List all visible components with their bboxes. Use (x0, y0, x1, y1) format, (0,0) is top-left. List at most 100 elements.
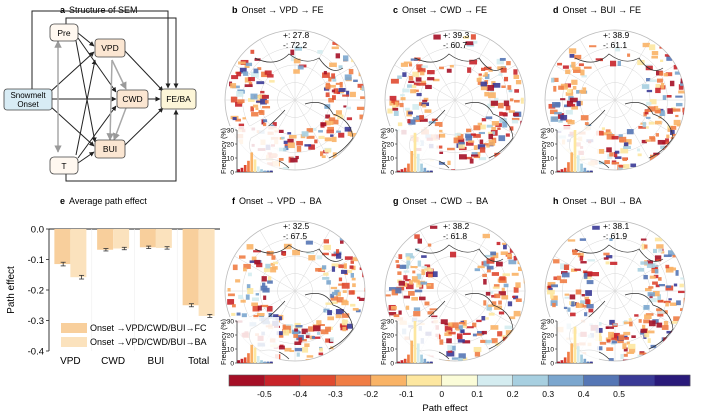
map-cell (660, 59, 664, 63)
map-panel-b: b Onset → VPD → FE +: 27.8-: 72.2 0 10 20 30Fr… (221, 5, 366, 178)
map-cell (583, 66, 592, 69)
map-cell (581, 74, 587, 78)
map-cell (661, 325, 669, 330)
map-cell (466, 128, 472, 133)
map-cell (357, 296, 361, 299)
map-cell (439, 339, 444, 345)
map-cell (477, 144, 486, 150)
map-cell (276, 331, 284, 336)
map-cell (246, 284, 251, 290)
legend-label-ba: Onset →VPD/CWD/BUI→BA (90, 337, 207, 347)
map-cell (657, 294, 661, 301)
map-cell (495, 261, 503, 267)
map-cell (623, 353, 628, 357)
map-cell (637, 59, 645, 66)
map-cell (330, 337, 334, 342)
map-cell (623, 331, 631, 336)
map-positive-share: +: 38.9 (603, 30, 630, 40)
map-cell (654, 109, 661, 114)
map-cell (255, 293, 260, 296)
map-cell (571, 61, 576, 68)
map-cell (509, 316, 516, 320)
edge-t-fe (65, 109, 179, 182)
map-cell (420, 80, 427, 85)
map-cell (497, 127, 501, 130)
map-cell (402, 72, 407, 77)
map-cell (391, 99, 395, 104)
map-cell (323, 70, 327, 75)
map-cell (570, 312, 576, 317)
map-cell (256, 81, 265, 85)
map-cell (453, 137, 460, 144)
map-cell (483, 143, 489, 146)
map-cell (267, 280, 273, 284)
map-cell (561, 272, 570, 278)
map-cell (652, 265, 659, 268)
graticule-meridian (614, 39, 651, 101)
map-cell (296, 352, 300, 357)
map-cell (247, 272, 252, 277)
map-cell (558, 119, 563, 123)
map-cell (639, 352, 647, 355)
map-cell (337, 114, 344, 120)
map-cell (473, 346, 482, 353)
colorbar-segment (548, 375, 584, 386)
map-cell (666, 134, 670, 139)
map-cell (490, 251, 497, 256)
map-cell (320, 329, 329, 335)
map-cell (507, 85, 512, 90)
map-cell (560, 114, 568, 121)
map-cell (341, 313, 350, 318)
map-cell (336, 252, 342, 259)
hist-bar (256, 356, 260, 363)
map-cell (560, 83, 568, 90)
map-cell (323, 244, 331, 251)
map-cell (587, 259, 595, 262)
map-cell (573, 68, 581, 73)
hist-bar (576, 155, 580, 172)
map-cell (491, 301, 497, 306)
map-cell (447, 344, 453, 350)
map-cell (231, 75, 239, 80)
map-cell (678, 290, 685, 294)
map-cell (306, 135, 315, 139)
map-cell (655, 83, 661, 89)
map-cell (389, 95, 397, 101)
map-cell (458, 138, 465, 145)
map-cell (574, 268, 581, 271)
map-cell (403, 275, 408, 280)
map-cell (416, 282, 422, 288)
map-title-text: Onset → BUI → BA (563, 196, 642, 206)
map-cell (481, 330, 487, 335)
map-cell (673, 316, 680, 321)
hist-background (381, 126, 439, 178)
map-cell (350, 272, 355, 278)
map-cell (316, 255, 323, 260)
map-cell (304, 144, 312, 147)
bar-x-axis: VPD CWD BUI Total (60, 356, 209, 367)
map-cell (470, 34, 476, 40)
map-cell (680, 277, 685, 280)
map-cell (248, 98, 255, 102)
hist-bar (250, 152, 254, 172)
node-onset-line2: Onset (17, 100, 39, 109)
map-cell (572, 85, 577, 90)
map-cell (481, 67, 486, 72)
map-cell (549, 109, 558, 115)
bar-ylabel: Path effect (6, 266, 17, 314)
map-cell (637, 153, 642, 157)
map-negative-share: -: 61.8 (443, 231, 467, 241)
map-cell (608, 358, 614, 361)
map-cell (427, 77, 435, 81)
map-cell (491, 294, 497, 298)
map-cell (626, 129, 634, 135)
colorbar-segment (264, 375, 301, 386)
map-cell (648, 286, 654, 289)
hist-background (381, 317, 439, 369)
map-cell (493, 284, 500, 289)
map-cell (646, 260, 654, 266)
map-cell (663, 254, 672, 258)
map-cell (260, 304, 269, 308)
